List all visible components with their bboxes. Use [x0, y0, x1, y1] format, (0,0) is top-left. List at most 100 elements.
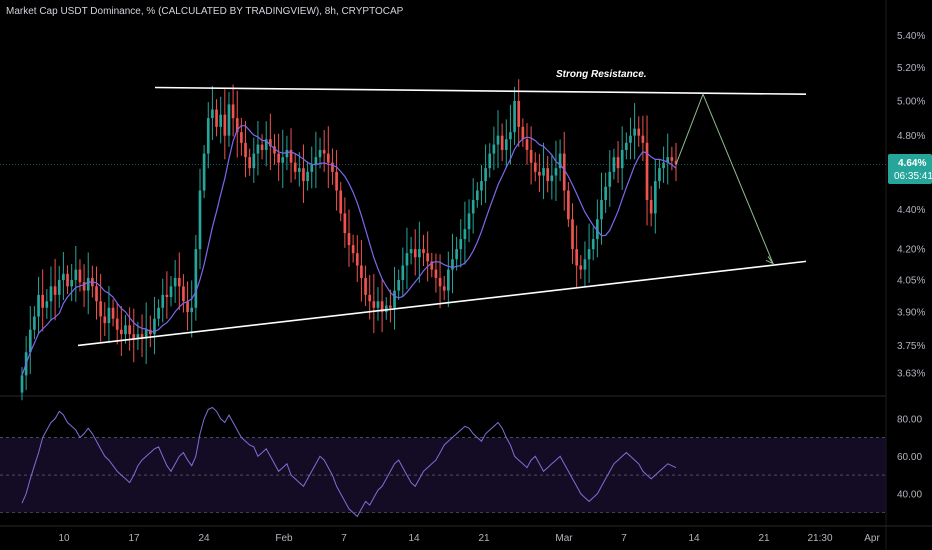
rsi-tick-label: 60.00 — [897, 452, 922, 463]
candle-body — [186, 301, 189, 313]
candle-body — [33, 316, 36, 330]
candle-body — [496, 135, 500, 145]
candle-body — [219, 114, 223, 127]
price-tick-label: 5.20% — [897, 63, 925, 74]
time-tick-label: 21:30 — [807, 533, 832, 544]
candle-body — [240, 132, 243, 143]
candle-body — [289, 149, 293, 163]
candle-body — [182, 286, 185, 302]
candle-body — [53, 286, 57, 295]
candle-body — [413, 249, 417, 258]
candle-body — [360, 265, 363, 278]
candle-body — [70, 280, 74, 287]
time-tick-label: 17 — [128, 533, 140, 544]
candle-body — [438, 277, 442, 287]
candle-body — [600, 200, 603, 220]
candle-body — [343, 213, 347, 234]
candle-body — [302, 168, 305, 182]
candle-body — [513, 100, 516, 133]
rsi-pane[interactable] — [0, 406, 886, 518]
candle-body — [480, 181, 483, 191]
candle-body — [542, 168, 545, 176]
time-tick-label: 21 — [758, 533, 770, 544]
candle-body — [459, 239, 463, 250]
candle-body — [455, 249, 458, 260]
chart-title: Market Cap USDT Dominance, % (CALCULATED… — [6, 6, 404, 17]
candle-body — [252, 153, 256, 169]
candle-body — [269, 139, 272, 147]
candle-body — [587, 249, 591, 260]
candle-body — [591, 239, 595, 250]
candle-body — [293, 162, 297, 172]
candle-body — [124, 325, 127, 335]
candle-body — [463, 229, 467, 240]
candle-body — [517, 100, 521, 127]
candle-body — [620, 149, 624, 169]
candle-body — [447, 269, 450, 291]
candle-body — [318, 149, 322, 158]
candle-body — [223, 114, 227, 136]
candle-body — [579, 265, 583, 270]
candle-body — [492, 144, 496, 154]
price-tick-label: 3.90% — [897, 308, 925, 319]
candle-body — [596, 219, 599, 240]
candle-body — [153, 318, 156, 335]
candle-body — [533, 162, 537, 172]
candle-body — [335, 171, 338, 191]
candle-body — [62, 273, 65, 281]
candle-body — [351, 245, 355, 254]
time-tick-label: Feb — [275, 533, 293, 544]
candle-body — [538, 171, 541, 176]
candle-body — [78, 269, 82, 283]
price-tick-label: 3.63% — [897, 369, 925, 380]
candle-body — [637, 128, 641, 136]
candle-body — [120, 329, 123, 335]
candle-body — [194, 249, 198, 308]
candle-body — [442, 286, 446, 291]
candle-body — [670, 157, 674, 161]
support-trendline — [77, 260, 807, 347]
candle-body — [649, 200, 653, 214]
price-axis[interactable]: 5.40% 5.20% 5.00% 4.80% 4.40% 4.20% 4.05% 3.90%… — [897, 31, 925, 379]
candle-body — [674, 160, 678, 165]
candle-body — [28, 329, 32, 353]
candle-body — [177, 277, 181, 287]
time-tick-label: 7 — [341, 533, 347, 544]
candle-body — [285, 149, 289, 158]
rsi-tick-label: 40.00 — [897, 489, 922, 500]
candle-body — [504, 139, 508, 150]
candle-body — [74, 269, 78, 281]
candle-body — [658, 168, 661, 182]
candle-body — [314, 157, 318, 165]
price-tag-countdown: 06:35:41 — [894, 171, 932, 182]
candle-body — [451, 259, 454, 270]
candle-body — [426, 253, 429, 262]
time-axis[interactable]: 10 17 24 Feb 7 14 21 Mar 7 14 21 21:30 Apr — [58, 533, 880, 544]
candle-body — [554, 168, 558, 176]
candle-body — [484, 168, 487, 182]
candle-body — [434, 269, 438, 278]
candle-body — [558, 153, 562, 169]
candle-body — [248, 157, 251, 169]
candle-body — [562, 153, 566, 191]
candle-body — [310, 164, 314, 172]
rsi-axis[interactable]: 80.00 60.00 40.00 — [897, 414, 922, 500]
candle-body — [629, 135, 632, 143]
projection-arrowhead — [765, 256, 775, 265]
candle-body — [66, 273, 69, 287]
price-tick-label: 4.05% — [897, 276, 925, 287]
price-tag-box — [888, 154, 932, 184]
candle-body — [169, 286, 173, 297]
candle-body — [115, 318, 119, 330]
candle-body — [521, 126, 525, 140]
candle-body — [231, 104, 235, 119]
rsi-line — [21, 406, 677, 518]
candle-body — [624, 142, 628, 150]
candle-body — [211, 109, 214, 119]
price-tick-label: 4.20% — [897, 245, 925, 256]
candle-body — [297, 168, 301, 172]
price-pane[interactable] — [0, 79, 886, 401]
candle-body — [128, 325, 131, 335]
candle-body — [281, 157, 285, 163]
